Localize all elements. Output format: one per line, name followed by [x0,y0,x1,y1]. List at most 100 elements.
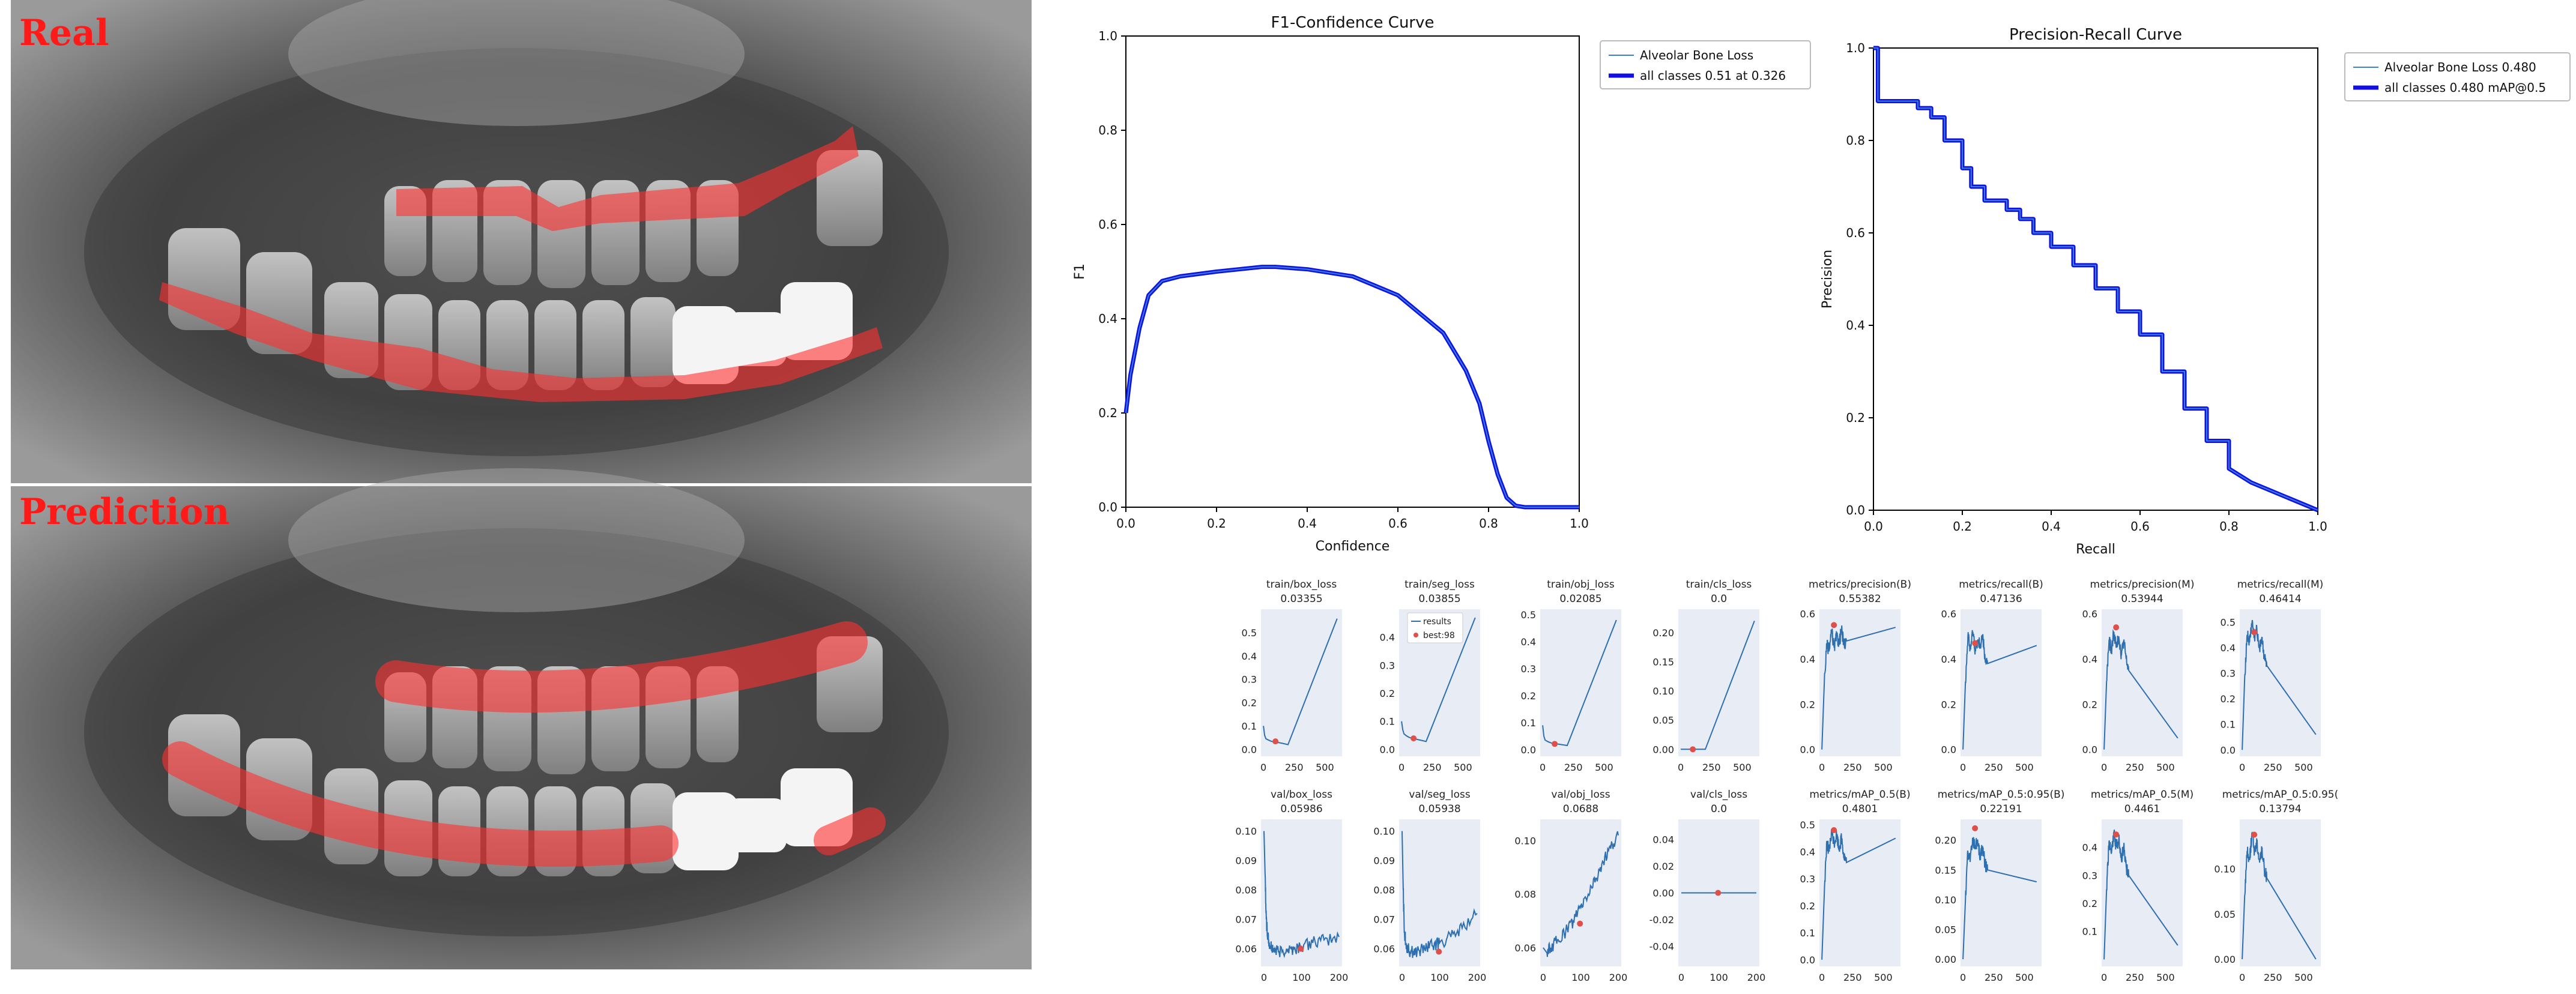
x-tick-label: 1.0 [2308,519,2327,534]
y-tick-label: 0.2 [1098,406,1117,420]
y-tick-label: 0.4 [2082,842,2097,854]
results-line [2242,831,2317,960]
y-tick-label: 0.6 [1941,609,1956,620]
y-tick-label: 0.4 [1941,654,1956,665]
y-tick-label: 0.6 [1800,609,1815,620]
training-plot-metrics-recall-m-: metrics/recall(M) 0.46414 0 250 500 0.0 0.1 0.2… [2221,579,2324,773]
x-tick-label: 500 [1454,762,1472,773]
y-tick-label: 0.20 [1935,835,1956,846]
y-tick-label: 0.02 [1652,861,1674,872]
chart-f1-confidence-curve: F1-Confidence Curve Confidence F1 0.0 0.2 0.4… [1072,14,1811,554]
x-tick-label: 0 [1260,762,1266,773]
plot-title: metrics/recall(M) [2237,579,2324,591]
x-tick-label: 250 [1843,972,1862,983]
x-tick-label: 250 [1285,762,1304,773]
results-line [1401,831,1478,958]
x-tick-label: 0.2 [1953,519,1972,534]
x-tick-label: 100 [1571,972,1590,983]
plot-final-value: 0.55382 [1839,593,1881,605]
y-tick-label: 0.3 [1800,873,1815,885]
x-axis-label: Recall [2076,542,2115,557]
x-tick-label: 500 [2015,972,2034,983]
x-tick-label: 0 [1819,972,1825,983]
y-tick-label: 1.0 [1846,41,1865,55]
x-tick-label: 0 [2101,972,2107,983]
x-tick-label: 500 [1595,762,1613,773]
y-tick-label: 0.2 [1380,688,1395,699]
prediction-label: Prediction [19,491,229,533]
y-tick-label: 0.2 [1800,699,1815,710]
x-tick-label: 1.0 [1570,516,1589,531]
y-tick-label: 0.0 [1800,954,1815,966]
y-axis-label: Precision [1820,250,1835,309]
y-tick-label: 0.4 [1846,318,1865,333]
y-tick-label: 0.1 [1800,927,1815,939]
legend: Alveolar Bone Loss 0.480 all classes 0.48… [2344,52,2571,101]
x-tick-label: 100 [1430,972,1449,983]
plot-area [2102,609,2183,756]
best-epoch-marker [1972,640,1979,646]
charts-layer: F1-Confidence Curve Confidence F1 0.0 0.2 0.4… [1072,14,2571,983]
x-axis-label: Confidence [1316,539,1390,554]
x-tick-label: 200 [1609,972,1628,983]
y-tick-label: 0.10 [1935,894,1956,906]
y-tick-label: 0.5 [1242,627,1257,639]
y-tick-label: 0.0 [1098,500,1117,514]
y-tick-label: 0.0 [2221,744,2236,756]
y-tick-label: 0.1 [1380,716,1395,727]
plot-title: metrics/recall(B) [1959,579,2043,591]
x-tick-label: 100 [1710,972,1728,983]
xray-panel-real: Real [11,0,1032,483]
plot-title: metrics/mAP_0.5(B) [1809,789,1910,801]
training-plot-val-box-loss: val/box_loss 0.05986 0 100 200 0.06 0.07 0.08 0.… [1235,789,1348,983]
y-tick-label: 0.0 [1800,744,1815,756]
y-tick-label: 0.5 [1800,819,1815,831]
y-tick-label: 0.2 [1521,690,1536,702]
y-tick-label: 0.07 [1235,914,1257,926]
y-tick-label: 0.05 [2214,909,2236,920]
x-tick-label: 500 [1316,762,1334,773]
results-line [1543,831,1619,957]
y-tick-label: 0.3 [2221,668,2236,679]
xray-panel-prediction: Prediction [11,468,1032,969]
plot-final-value: 0.22191 [1980,803,2022,815]
legend: Alveolar Bone Loss all classes 0.51 at 0.… [1600,40,1811,89]
x-tick-label: 250 [2264,972,2282,983]
y-tick-label: 0.4 [1521,636,1536,648]
x-tick-label: 250 [2126,762,2144,773]
x-tick-label: 0 [1540,972,1546,983]
x-tick-label: 0.0 [1116,516,1135,531]
x-tick-label: 100 [1292,972,1311,983]
plot-final-value: 0.03355 [1280,593,1322,605]
legend-entry: all classes 0.51 at 0.326 [1640,68,1786,83]
plot-area [1678,609,1759,756]
results-line [1681,621,1755,750]
y-tick-label: 0.4 [1098,312,1117,326]
x-tick-label: 250 [1843,762,1862,773]
plot-area [1261,819,1342,966]
x-tick-label: 0 [1678,762,1684,773]
best-epoch-marker [2251,831,2258,838]
best-epoch-marker [2113,624,2120,631]
y-tick-label: 0.1 [2221,719,2236,730]
plot-title: metrics/precision(M) [2090,579,2195,591]
y-tick-label: 0.00 [1652,888,1674,899]
chart-precision-recall-curve: Precision-Recall Curve Recall Precision 0.0… [1820,26,2571,557]
plot-final-value: 0.05986 [1280,803,1322,815]
plot-frame [1125,35,1580,508]
y-tick-label: 0.08 [1235,885,1257,896]
plot-final-value: 0.53944 [2121,593,2163,605]
x-tick-label: 250 [1985,972,2003,983]
training-plot-metrics-map-0-5-m-: metrics/mAP_0.5(M) 0.4461 0 250 500 0.1 0.2 0.3… [2082,789,2194,983]
y-tick-label: 0.10 [1235,826,1257,837]
y-tick-label: 0.15 [1652,657,1674,668]
y-tick-label: 0.2 [1800,900,1815,912]
plot-title: val/obj_loss [1551,789,1610,801]
y-tick-label: 0.5 [1521,609,1536,621]
x-tick-label: 500 [2156,972,2175,983]
x-tick-label: 0 [1960,972,1966,983]
x-tick-label: 0.2 [1207,516,1226,531]
training-plot-val-obj-loss: val/obj_loss 0.0688 0 100 200 0.06 0.08 0.10 [1514,789,1627,983]
legend-entry: best:98 [1423,631,1455,640]
y-tick-label: 0.2 [1941,699,1956,710]
